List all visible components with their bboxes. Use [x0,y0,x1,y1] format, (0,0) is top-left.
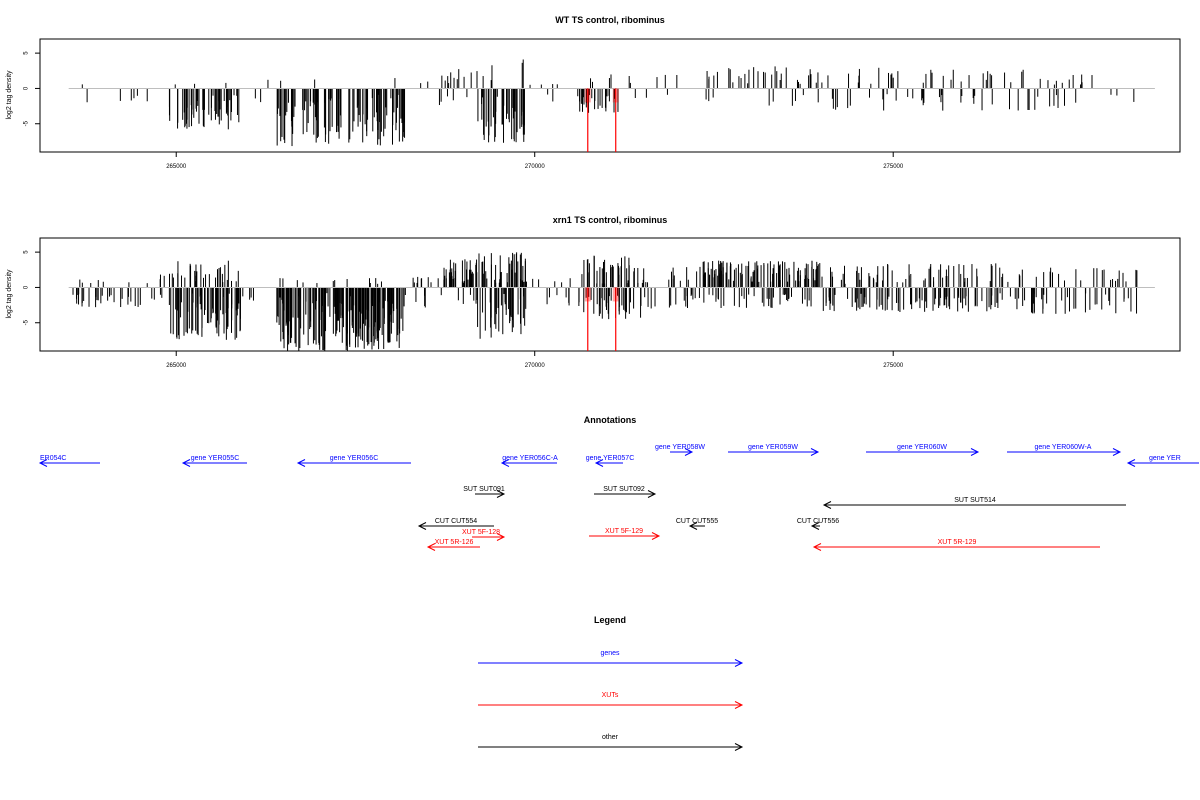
annotation-arrow [670,448,694,456]
legend-arrow [478,659,744,667]
annotation-label: gene YER057C [586,455,635,462]
annotation-label: XUT 5F-129 [605,528,643,535]
x-tick-label: 270000 [525,363,546,369]
annotation-label: gene YER060W [897,444,947,451]
legend-arrow [478,701,744,709]
x-axis: 265000 270000 275000 [166,152,904,170]
annotation-label: gene YER059W [748,444,798,451]
annotations-track: Annotations ER054C gene YER055C gene YER05… [38,415,1199,551]
plot-frame [39,237,1181,352]
y-tick-label: -5 [24,120,30,126]
x-tick-label: 275000 [883,164,904,170]
x-tick-label: 265000 [166,164,187,170]
highlight-region [584,287,591,302]
annotation-label: XUT 5R-129 [938,539,977,546]
y-axis: 5 0 -5 [24,250,40,325]
annotation-arrow [38,459,100,467]
annotation-arrow [426,543,480,551]
x-tick-label: 275000 [883,363,904,369]
annotation-arrow [472,533,506,541]
y-axis: 5 0 -5 [24,51,40,126]
annotation-label: gene YER [1149,455,1181,462]
annotation-label: ER054C [40,455,66,462]
annotations-title: Annotations [584,415,637,425]
y-axis-label: log2 tag density [6,269,13,319]
annotation-label: SUT SUT091 [463,486,505,493]
legend-label: XUTs [602,692,619,699]
annotation-label: gene YER056C [330,455,379,462]
x-tick-label: 265000 [166,363,187,369]
annotation-arrow [728,448,820,456]
y-tick-label: 5 [24,250,30,254]
annotation-label: XUT 5F-128 [462,529,500,536]
annotation-arrow [594,459,623,467]
y-tick-label: -5 [24,319,30,325]
annotation-arrow [475,490,506,498]
legend-label: genes [600,650,620,657]
panel-title: xrn1 TS control, ribominus [553,215,668,225]
annotation-arrow [1007,448,1122,456]
annotation-label: CUT CUT554 [435,518,477,525]
y-tick-label: 0 [24,285,30,289]
x-tick-label: 270000 [525,164,546,170]
y-tick-label: 0 [24,86,30,90]
annotation-label: gene YER055C [191,455,240,462]
annotation-arrow [688,522,705,530]
annotation-arrow [822,501,1126,509]
annotation-arrow [589,532,661,540]
density-bars [81,59,1135,147]
annotation-arrow [296,459,411,467]
annotation-label: CUT CUT556 [797,518,839,525]
highlight-region [612,88,619,103]
highlight-region [612,287,619,302]
legend-title: Legend [594,615,626,625]
annotation-label: gene YER056C-A [502,455,558,462]
density-bars [72,252,1138,351]
annotation-arrow [181,459,247,467]
annotation-arrow [417,522,494,530]
annotation-arrow [1126,459,1199,467]
plot-frame [39,38,1181,153]
annotation-arrow [594,490,657,498]
annotation-label: SUT SUT514 [954,497,996,504]
x-axis: 265000 270000 275000 [166,351,904,369]
highlight-region [584,88,591,103]
annotation-label: SUT SUT092 [603,486,645,493]
annotation-arrow [810,522,820,530]
annotation-arrow [500,459,557,467]
annotation-arrow [812,543,1100,551]
y-tick-label: 5 [24,51,30,55]
panel-title: WT TS control, ribominus [555,15,665,25]
xrn1-ts-control-panel: xrn1 TS control, ribominus log2 tag dens… [6,215,1181,369]
legend-arrow [478,743,744,751]
annotation-label: gene YER058W [655,444,705,451]
legend: Legend genes XUTs other [478,615,744,751]
annotation-label: gene YER060W-A [1035,444,1092,451]
y-axis-label: log2 tag density [6,70,13,120]
legend-label: other [602,734,619,741]
wt-ts-control-panel: WT TS control, ribominus log2 tag densit… [6,15,1181,170]
annotation-arrow [866,448,980,456]
annotation-label: XUT 5R-126 [435,539,474,546]
annotation-label: CUT CUT555 [676,518,718,525]
